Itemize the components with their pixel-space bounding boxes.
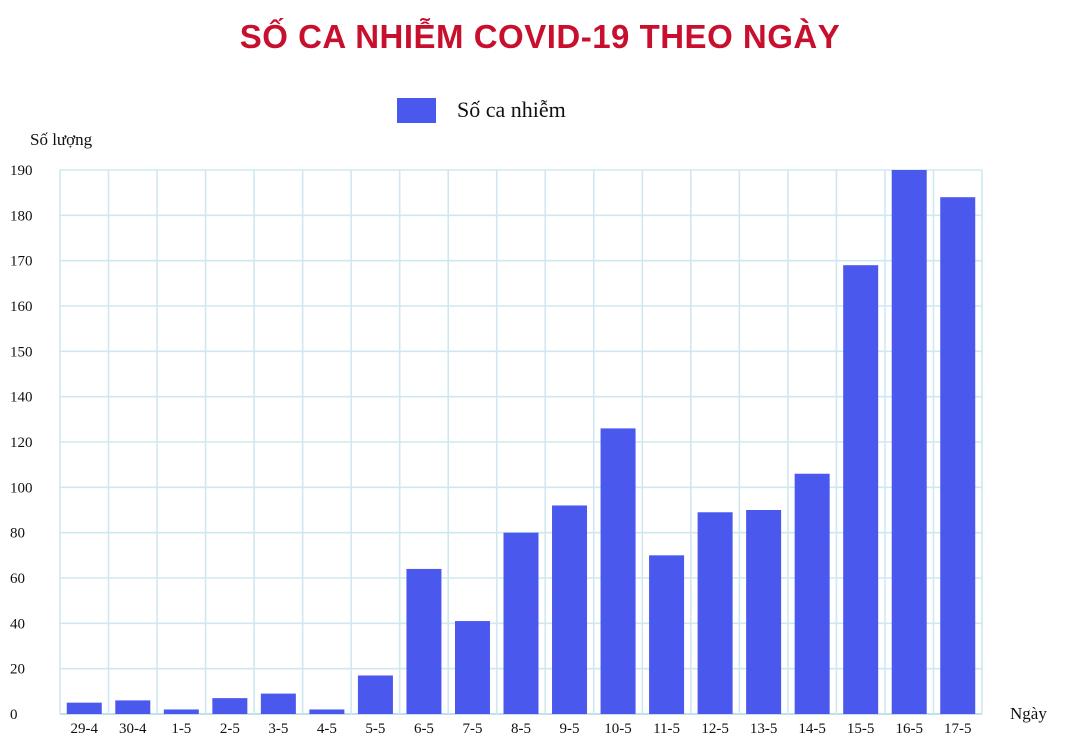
chart-title: SỐ CA NHIỄM COVID-19 THEO NGÀY (239, 18, 841, 55)
x-tick-label: 10-5 (604, 721, 632, 737)
x-tick-label: 30-4 (119, 721, 147, 737)
x-tick-label: 7-5 (462, 721, 482, 737)
y-tick-label: 40 (10, 616, 25, 632)
bar (746, 510, 782, 714)
x-tick-label: 16-5 (895, 721, 923, 737)
bar (309, 709, 345, 714)
x-tick-label: 1-5 (171, 721, 191, 737)
x-tick-label: 8-5 (511, 721, 531, 737)
bar (940, 197, 976, 714)
x-tick-label: 29-4 (71, 721, 99, 737)
bar (600, 428, 636, 714)
y-axis-title: Số lượng (30, 130, 93, 149)
bar (212, 698, 248, 714)
legend-swatch (397, 97, 436, 123)
bar (552, 505, 588, 714)
x-tick-label: 2-5 (220, 721, 240, 737)
x-axis-title: Ngày (1010, 704, 1047, 723)
bar (697, 512, 733, 714)
y-tick-label: 150 (10, 344, 33, 360)
bar (163, 709, 199, 714)
y-tick-label: 0 (10, 707, 18, 723)
bar (454, 621, 490, 714)
bar (260, 693, 296, 714)
legend: Số ca nhiễm (397, 97, 566, 123)
x-tick-label: 9-5 (560, 721, 580, 737)
bar (66, 702, 102, 714)
bar (891, 170, 927, 714)
x-tick-label: 11-5 (653, 721, 680, 737)
x-tick-label: 12-5 (701, 721, 729, 737)
x-tick-label: 13-5 (750, 721, 778, 737)
bar (649, 555, 685, 714)
y-tick-label: 170 (10, 254, 33, 270)
bar (115, 700, 151, 714)
x-tick-label: 3-5 (268, 721, 288, 737)
x-tick-label: 4-5 (317, 721, 337, 737)
bar (843, 265, 879, 714)
x-tick-label: 15-5 (847, 721, 875, 737)
bar (357, 675, 393, 714)
y-tick-label: 60 (10, 571, 25, 587)
bar (794, 473, 830, 714)
x-tick-label: 14-5 (798, 721, 826, 737)
y-tick-label: 190 (10, 163, 33, 179)
y-tick-label: 100 (10, 480, 33, 496)
y-tick-label: 140 (10, 390, 33, 406)
y-tick-label: 160 (10, 299, 33, 315)
x-tick-label: 5-5 (365, 721, 385, 737)
y-tick-label: 180 (10, 208, 33, 224)
legend-label: Số ca nhiễm (457, 97, 566, 122)
bar (406, 568, 442, 714)
y-tick-label: 120 (10, 435, 33, 451)
x-tick-label: 17-5 (944, 721, 972, 737)
bar (503, 532, 539, 714)
x-tick-label: 6-5 (414, 721, 434, 737)
y-tick-label: 80 (10, 526, 25, 542)
y-tick-label: 20 (10, 662, 25, 678)
